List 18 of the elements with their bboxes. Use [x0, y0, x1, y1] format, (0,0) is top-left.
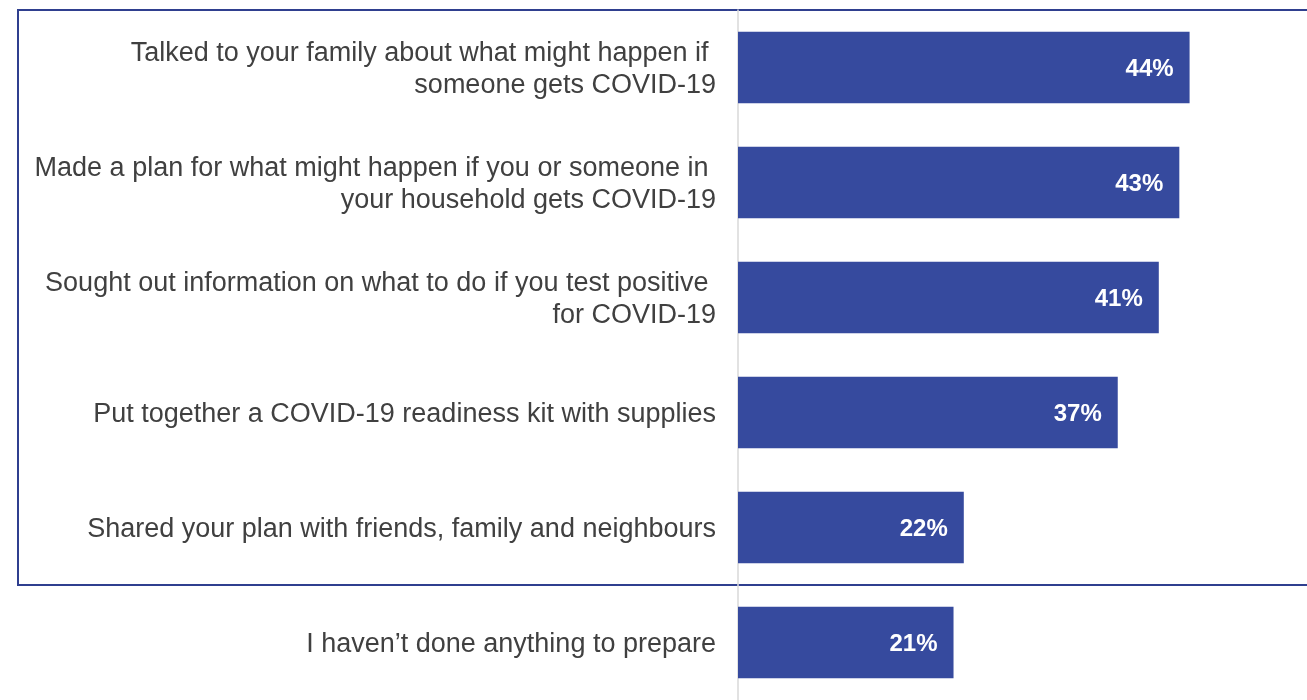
bar — [738, 606, 954, 679]
bar — [738, 31, 1190, 104]
y-tick-label: Put together a COVID-19 readiness kit with supplies — [93, 397, 716, 428]
bar — [738, 491, 964, 564]
y-tick-label: Talked to your family about what might happen if someone gets COVID-19 — [130, 36, 716, 99]
y-tick-label: Shared your plan with friends, family and neighbours — [87, 512, 716, 543]
bar — [738, 146, 1180, 219]
bar — [738, 376, 1118, 449]
data-label: 41% — [1094, 284, 1143, 311]
y-tick-label: Sought out information on what to do if you test positive for COVID-19 — [45, 266, 716, 329]
data-label: 22% — [899, 514, 948, 541]
y-tick-label: Made a plan for what might happen if you or someone in your household gets COVID-19 — [34, 151, 716, 214]
data-label: 21% — [889, 629, 938, 656]
bar — [738, 261, 1159, 334]
data-label: 44% — [1125, 54, 1174, 81]
data-label: 43% — [1115, 169, 1164, 196]
data-label: 37% — [1053, 399, 1102, 426]
y-tick-label: I haven’t done anything to prepare — [306, 627, 716, 658]
